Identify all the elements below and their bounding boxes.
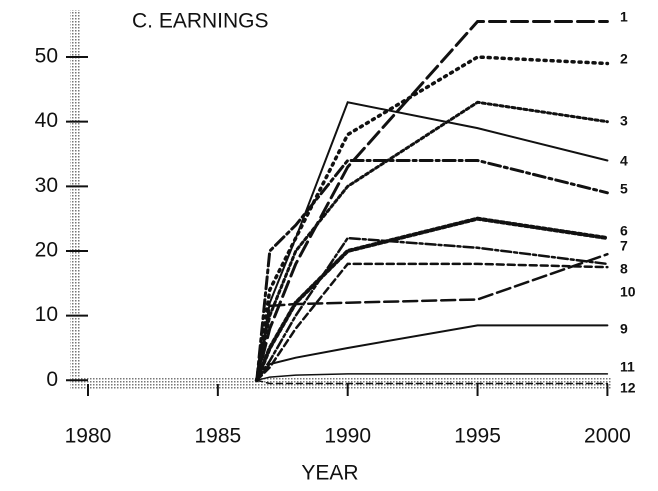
x-tick-label: 1985 [194, 425, 241, 448]
series-label: 1 [620, 9, 628, 25]
series-label: 7 [620, 238, 628, 254]
series-label: 9 [620, 321, 628, 337]
y-tick-label: 30 [35, 174, 58, 197]
series-line [256, 379, 609, 385]
series-label: 5 [620, 181, 628, 197]
x-tick-label: 1980 [65, 425, 112, 448]
series-label: 10 [620, 284, 636, 300]
series-line [255, 252, 609, 382]
series-line [255, 324, 609, 382]
series-label: 11 [620, 359, 635, 375]
series-line [255, 100, 609, 382]
series-line [255, 236, 609, 382]
series-line [254, 216, 610, 383]
series-label: 4 [620, 153, 628, 169]
y-tick-label: 40 [35, 109, 58, 132]
series-label: 12 [620, 380, 636, 396]
series-label: 8 [620, 261, 628, 277]
series-line [256, 373, 609, 382]
series-line [255, 19, 609, 382]
chart-title: C. EARNINGS [132, 10, 269, 33]
x-tick-label: 1995 [454, 425, 501, 448]
series-label: 2 [620, 51, 628, 67]
series-label: 6 [620, 223, 628, 239]
series-label: 3 [620, 113, 628, 129]
x-tick-label: 1990 [324, 425, 371, 448]
x-axis-label: YEAR [301, 462, 358, 485]
series-line [255, 101, 609, 382]
series-line [255, 262, 609, 382]
series-line [255, 55, 610, 383]
y-tick-label: 20 [35, 239, 58, 262]
y-tick-label: 10 [35, 303, 58, 326]
y-tick-label: 0 [46, 368, 58, 391]
series-line [255, 158, 609, 382]
y-tick-label: 50 [35, 45, 58, 68]
y-axis [70, 10, 80, 390]
x-tick-label: 2000 [584, 425, 631, 448]
